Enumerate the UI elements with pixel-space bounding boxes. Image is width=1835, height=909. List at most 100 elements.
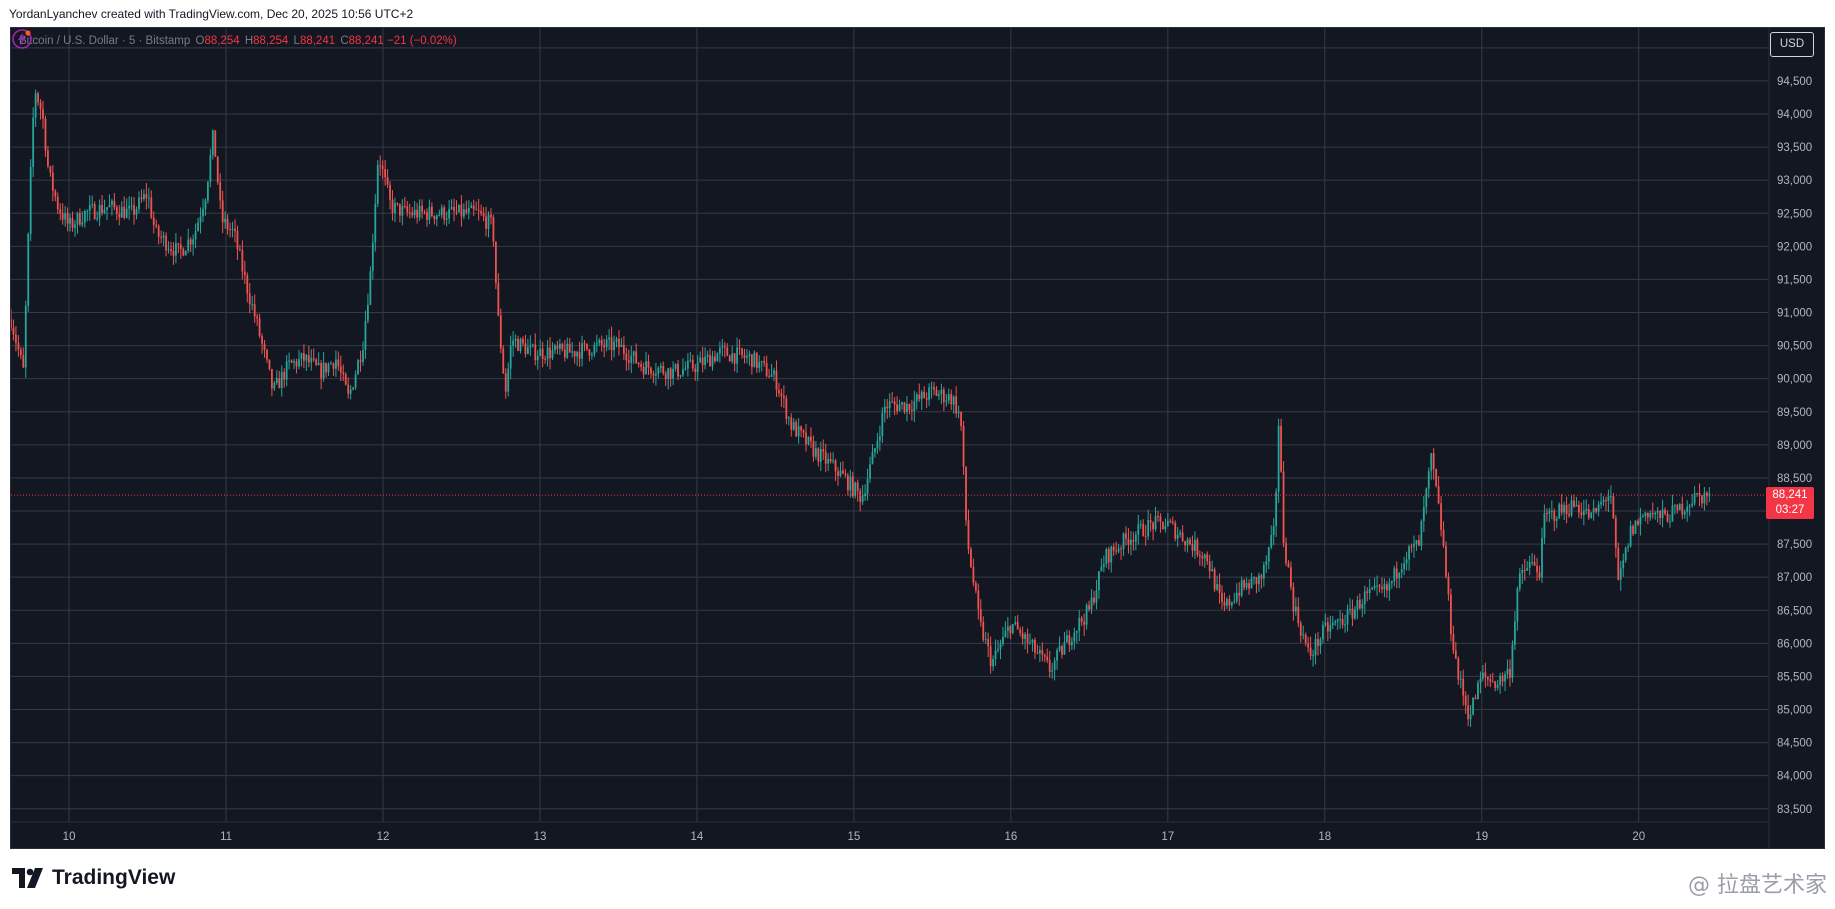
candle-body bbox=[1336, 619, 1339, 622]
high-value: 88,254 bbox=[253, 35, 289, 47]
candle-body bbox=[96, 218, 99, 220]
candle-body bbox=[942, 389, 945, 403]
candle-body bbox=[135, 209, 138, 215]
candle-body bbox=[337, 359, 340, 367]
candle-body bbox=[229, 229, 231, 231]
chart-area[interactable]: 95,00094,50094,00093,50093,00092,50092,0… bbox=[10, 27, 1825, 849]
close-label: C bbox=[340, 35, 349, 47]
low-value: 88,241 bbox=[299, 35, 336, 47]
candle-body bbox=[344, 374, 347, 385]
candle-body bbox=[984, 639, 987, 641]
candle-body bbox=[1437, 486, 1440, 504]
candle-body bbox=[91, 204, 94, 206]
candle-body bbox=[797, 426, 800, 437]
y-tick-label: 91,000 bbox=[1777, 308, 1812, 320]
x-tick-label: 17 bbox=[1161, 831, 1174, 843]
candle-body bbox=[42, 108, 44, 119]
candle-body bbox=[51, 172, 54, 191]
candle-body bbox=[37, 93, 39, 103]
candle-body bbox=[765, 362, 768, 377]
candle-body bbox=[1144, 535, 1147, 537]
candle-body bbox=[824, 451, 827, 464]
candle-body bbox=[39, 102, 42, 109]
candle-body bbox=[1046, 656, 1049, 661]
candle-body bbox=[1253, 577, 1255, 579]
candle-body bbox=[192, 239, 195, 245]
candle-body bbox=[184, 251, 187, 256]
candle-body bbox=[130, 205, 133, 207]
y-tick-label: 83,500 bbox=[1777, 804, 1812, 816]
candle-body bbox=[716, 353, 719, 362]
candle-body bbox=[101, 204, 103, 213]
candle-body bbox=[1523, 569, 1526, 571]
candle-body bbox=[1110, 546, 1113, 563]
candle-body bbox=[1514, 621, 1516, 645]
candle-body bbox=[627, 360, 630, 363]
candle-body bbox=[115, 207, 118, 214]
candle-body bbox=[300, 353, 303, 359]
candle-body bbox=[15, 334, 17, 343]
currency-button[interactable]: USD bbox=[1770, 32, 1814, 57]
candle-body bbox=[1319, 639, 1322, 647]
candle-body bbox=[1617, 547, 1620, 580]
candle-body bbox=[558, 343, 561, 349]
candle-body bbox=[416, 209, 419, 218]
candle-body bbox=[1565, 505, 1568, 515]
candle-body bbox=[925, 398, 928, 400]
candle-body bbox=[17, 342, 20, 350]
candle-body bbox=[1371, 587, 1374, 590]
candle-body bbox=[379, 165, 382, 167]
candle-body bbox=[1149, 520, 1152, 523]
candle-body bbox=[458, 204, 460, 212]
candle-body bbox=[891, 401, 894, 403]
candle-body bbox=[955, 396, 958, 414]
candle-body bbox=[908, 404, 911, 410]
candle-body bbox=[590, 354, 593, 356]
candle-body bbox=[293, 361, 295, 363]
candle-body bbox=[207, 181, 209, 201]
candle-body bbox=[140, 197, 143, 200]
candle-body bbox=[1464, 695, 1467, 706]
candle-body bbox=[1400, 569, 1403, 573]
candle-body bbox=[755, 352, 758, 368]
candle-body bbox=[66, 213, 69, 224]
candle-body bbox=[802, 430, 805, 433]
candle-body bbox=[583, 343, 586, 345]
candle-body bbox=[1614, 518, 1617, 548]
candle-body bbox=[152, 217, 155, 225]
candle-body bbox=[1120, 548, 1122, 550]
candle-body bbox=[945, 400, 948, 403]
y-tick-label: 90,500 bbox=[1777, 341, 1812, 353]
candle-body bbox=[1235, 592, 1238, 602]
candle-body bbox=[1255, 577, 1258, 585]
candle-body bbox=[1346, 610, 1349, 625]
candle-body bbox=[359, 360, 362, 362]
candle-body bbox=[637, 362, 640, 365]
candle-body bbox=[1334, 621, 1337, 624]
price-chart-svg[interactable]: 95,00094,50094,00093,50093,00092,50092,0… bbox=[11, 28, 1824, 848]
candle-body bbox=[403, 206, 406, 208]
candle-body bbox=[1693, 493, 1696, 504]
candle-body bbox=[974, 583, 977, 591]
candle-body bbox=[241, 250, 244, 272]
candle-body bbox=[1211, 569, 1214, 572]
candle-body bbox=[947, 394, 950, 401]
candle-body bbox=[497, 282, 500, 316]
candle-body bbox=[1176, 534, 1179, 539]
candle-body bbox=[1004, 630, 1007, 638]
candle-body bbox=[1098, 571, 1100, 591]
candle-body bbox=[886, 406, 889, 409]
candle-body bbox=[1550, 510, 1553, 512]
candle-body bbox=[778, 389, 780, 394]
candle-body bbox=[1361, 604, 1364, 609]
candle-body bbox=[1186, 539, 1189, 546]
candle-body bbox=[856, 482, 859, 491]
symbol-label[interactable]: Bitcoin / U.S. Dollar · 5 · Bitstamp bbox=[19, 35, 191, 47]
candle-body bbox=[275, 377, 278, 383]
candle-body bbox=[571, 351, 574, 353]
candle-body bbox=[1213, 569, 1216, 590]
replay-sparkle-icon[interactable] bbox=[11, 28, 33, 50]
candle-body bbox=[600, 340, 603, 346]
candle-body bbox=[71, 218, 74, 228]
candle-body bbox=[741, 348, 743, 355]
